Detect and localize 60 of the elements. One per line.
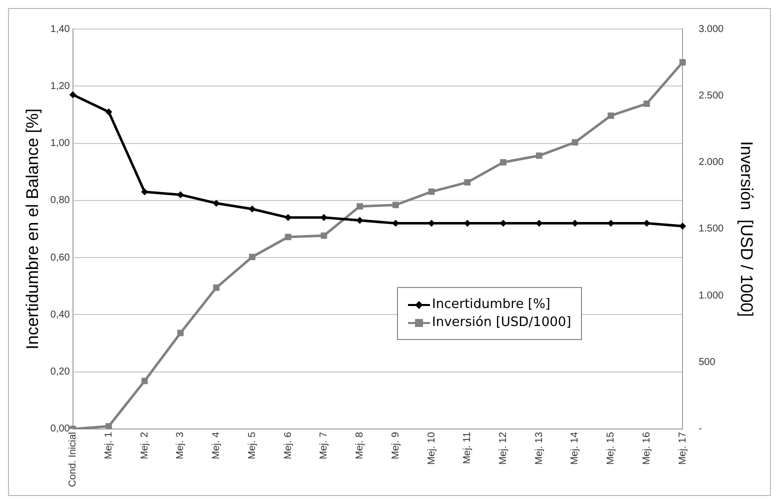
point <box>356 203 363 210</box>
y2-tick-label: 2.500 <box>698 90 724 102</box>
y2-tick-label: 2.000 <box>698 157 724 168</box>
x-tick-label: Mej. 7 <box>318 432 330 460</box>
x-tick-label: Cond. Inicial <box>68 432 79 487</box>
point <box>141 188 148 196</box>
point <box>105 108 112 116</box>
point <box>249 254 256 260</box>
x-tick-label: Mej. 12 <box>498 432 509 465</box>
x-tick-label: Mej. 5 <box>246 432 258 460</box>
point <box>176 191 184 198</box>
point <box>141 378 148 384</box>
point <box>428 188 435 195</box>
y-axis-title: Incertidumbre en el Balance [%] <box>22 108 42 350</box>
point <box>644 100 650 107</box>
y-tick-label: 0,20 <box>50 366 70 378</box>
point <box>500 159 506 166</box>
x-tick-label: Mej. 17 <box>677 432 688 465</box>
point <box>106 423 112 429</box>
x-tick-label: Mej. 8 <box>354 432 366 460</box>
x-tick-label: Mej. 4 <box>211 432 222 460</box>
y2-tick-label: 500 <box>698 357 716 368</box>
point <box>536 152 542 159</box>
x-tick-label: Mej. 1 <box>103 432 114 460</box>
point <box>213 284 220 291</box>
point <box>212 200 220 207</box>
y-tick-label: 1,20 <box>50 80 70 92</box>
x-tick-label: Mej. 13 <box>534 432 545 465</box>
point <box>572 139 578 146</box>
x-tick-label: Mej. 16 <box>641 432 652 465</box>
x-tick-label: Mej. 2 <box>139 432 150 460</box>
point <box>248 205 256 212</box>
y-tick-label: 1,00 <box>50 138 70 150</box>
y-tick-label: 0,80 <box>50 195 70 206</box>
y-tick-label: 0,00 <box>50 424 70 435</box>
point <box>679 222 686 230</box>
point <box>356 216 364 224</box>
point <box>69 91 76 98</box>
point <box>320 232 328 239</box>
point <box>392 202 399 208</box>
x-tick-label: Mej. 14 <box>570 432 581 465</box>
legend-label: Incertidumbre [%] <box>432 297 550 312</box>
x-tick-label: Mej. 11 <box>462 432 474 464</box>
x-tick-label: Mej. 10 <box>426 432 438 465</box>
y2-tick-label: 3.000 <box>698 24 724 35</box>
legend-label: Inversión [USD/1000] <box>432 315 572 330</box>
y-tick-label: 0,40 <box>50 309 70 320</box>
point <box>608 112 614 119</box>
x-tick-label: Mej. 6 <box>282 432 294 460</box>
point <box>679 59 686 66</box>
x-tick-label: Mej. 3 <box>175 432 186 460</box>
y2-tick-label: - <box>698 424 702 435</box>
y-tick-label: 1,40 <box>50 24 70 35</box>
y2-tick-label: 1.000 <box>698 290 724 302</box>
y-tick-label: 0,60 <box>50 252 70 264</box>
x-tick-label: Mej. 9 <box>390 432 402 460</box>
point <box>464 179 471 186</box>
x-tick-label: Mej. 15 <box>606 432 617 465</box>
y2-axis-title: Inversión [USD / 1000] <box>737 141 756 317</box>
y2-tick-label: 1.500 <box>698 224 724 235</box>
